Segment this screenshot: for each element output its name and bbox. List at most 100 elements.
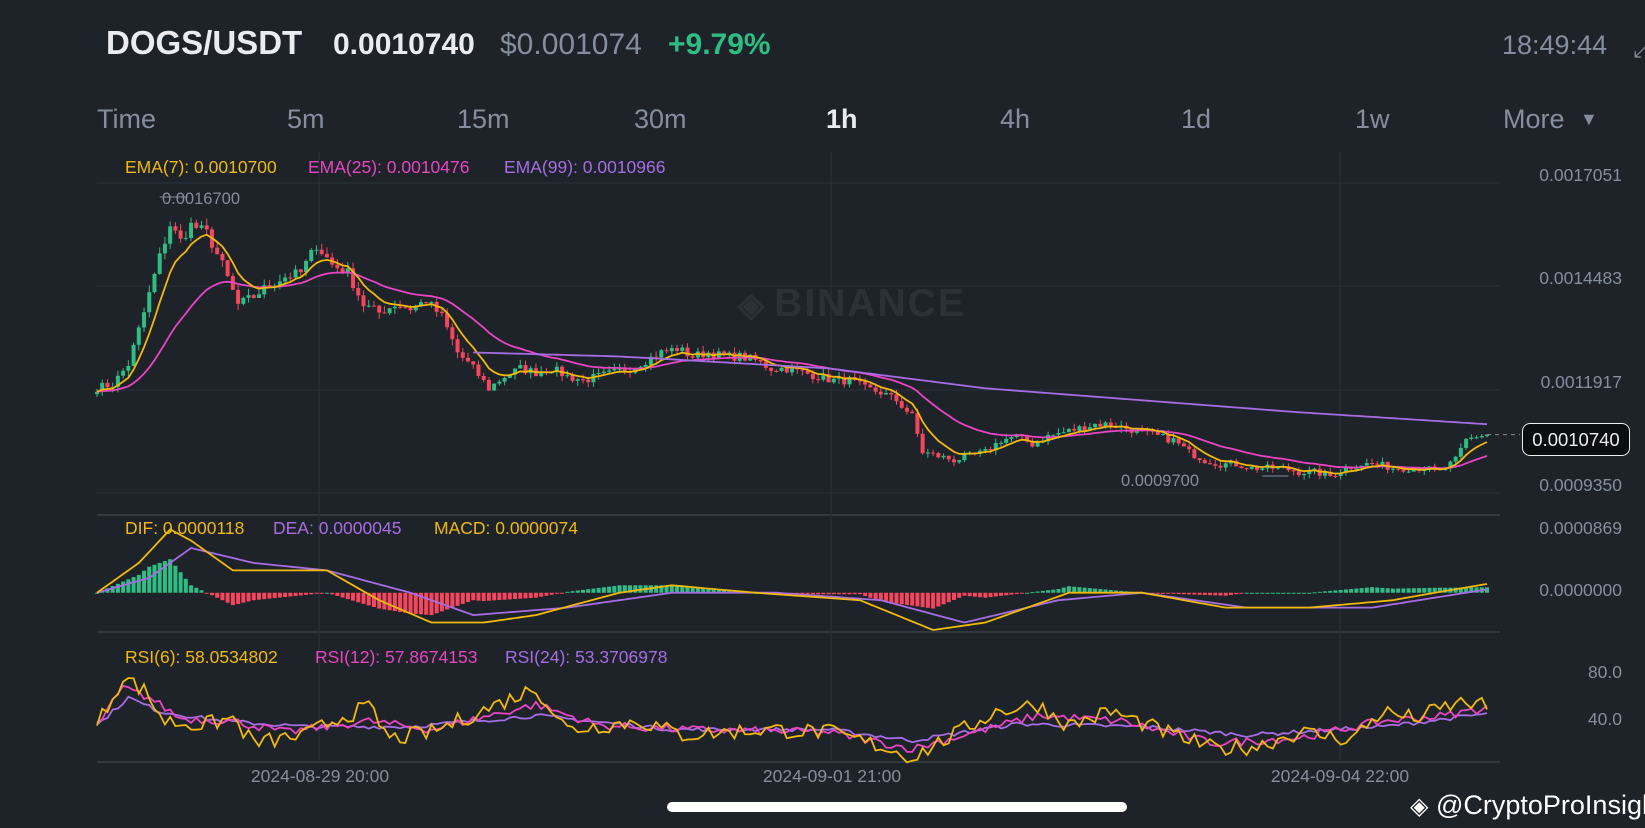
macd-bar (852, 592, 857, 595)
candle-body (565, 375, 570, 377)
macd-bar (173, 565, 178, 593)
candle-body (857, 379, 862, 382)
candle-body (1307, 469, 1312, 474)
candle-body (204, 225, 209, 230)
candle-body (617, 368, 622, 370)
macd-bar (680, 586, 685, 593)
macd-bar (821, 592, 826, 595)
candle-body (591, 374, 596, 383)
macd-bar (675, 585, 680, 593)
macd-bar (1275, 592, 1280, 594)
candle-body (1087, 427, 1092, 431)
macd-bar (1025, 592, 1030, 594)
macd-bar (925, 592, 930, 608)
macd-bar (884, 592, 889, 602)
macd-bar (1406, 588, 1411, 593)
macd-bar (863, 592, 868, 596)
candle-body (162, 243, 167, 254)
macd-bar (225, 592, 230, 603)
candle-body (601, 371, 606, 374)
tab-more[interactable]: More ▼ (1503, 104, 1598, 135)
macd-bar (894, 592, 899, 604)
candle-body (314, 249, 319, 251)
candle-body (1161, 433, 1166, 435)
candle-body (502, 377, 507, 382)
candle-body (413, 305, 418, 311)
macd-bar (1464, 587, 1469, 593)
candle-body (288, 277, 293, 279)
tab-15m[interactable]: 15m (457, 104, 510, 134)
candle-body (570, 375, 575, 381)
macd-bar (507, 592, 512, 600)
macd-bar (633, 585, 638, 593)
candle-body (675, 348, 680, 351)
candle-body (513, 368, 518, 375)
macd-bar (1176, 592, 1181, 595)
candle-body (309, 249, 314, 261)
candle-body (471, 361, 476, 365)
macd-bar (580, 589, 585, 593)
macd-bar (1213, 592, 1218, 596)
macd-bar (554, 592, 559, 594)
tab-5m[interactable]: 5m (287, 104, 325, 134)
macd-bar (586, 589, 591, 593)
tab-time[interactable]: Time (97, 104, 156, 134)
macd-bar (533, 592, 538, 598)
binance-diamond-icon: ◈ (1410, 793, 1429, 820)
macd-bar (842, 592, 847, 595)
tab-1h[interactable]: 1h (826, 104, 858, 134)
macd-bar (1040, 590, 1045, 593)
tab-1d[interactable]: 1d (1181, 104, 1212, 134)
candle-body (1218, 465, 1223, 468)
candle-body (983, 449, 988, 451)
macd-bar (1265, 592, 1270, 594)
rsi-axis-label: 40.0 (1587, 709, 1622, 729)
candle-body (486, 379, 491, 391)
macd-bar (1370, 587, 1375, 593)
date-axis-label: 2024-09-04 22:00 (1270, 766, 1410, 786)
candle-body (873, 387, 878, 392)
macd-bar (455, 592, 460, 606)
macd-bar (293, 592, 298, 596)
macd-bar (220, 592, 225, 601)
macd-bar (1098, 589, 1103, 593)
candle-body (1401, 469, 1406, 472)
candle-body (418, 302, 423, 306)
tab-4h[interactable]: 4h (1000, 104, 1031, 134)
price-axis-label: 0.0009350 (1539, 475, 1622, 495)
home-indicator[interactable] (667, 802, 1127, 812)
candle-body (319, 249, 324, 254)
candle-body (690, 356, 695, 358)
macd-bar (335, 592, 340, 596)
candle-body (936, 453, 941, 458)
macd-bar (398, 592, 403, 612)
macd-bar (560, 592, 565, 594)
expand-arrows-icon[interactable]: ⤢ (1633, 36, 1645, 63)
legend-ema7: EMA(7): 0.0010700 (125, 157, 277, 177)
tab-30m[interactable]: 30m (634, 104, 687, 134)
macd-bar (701, 588, 706, 593)
rsi-axis-label: 80.0 (1587, 662, 1622, 682)
macd-bar (246, 592, 251, 602)
ema25-line (96, 271, 1488, 470)
candle-body (497, 381, 502, 384)
candle-body (324, 253, 329, 258)
macd-bar (988, 592, 993, 598)
macd-bar (382, 592, 387, 610)
macd-bar (972, 592, 977, 597)
macd-bar (1349, 589, 1354, 593)
candle-body (622, 368, 627, 372)
candle-body (267, 285, 272, 287)
date-axis-label: 2024-08-29 20:00 (250, 766, 390, 786)
candle-body (878, 391, 883, 395)
candle-body (842, 376, 847, 385)
candle-body (466, 357, 471, 362)
pair-name[interactable]: DOGS/USDT (106, 24, 303, 61)
candle-body (392, 306, 397, 309)
tab-1w[interactable]: 1w (1355, 104, 1390, 134)
tab-more-label: More (1503, 104, 1565, 134)
candle-body (758, 359, 763, 362)
macd-bar (157, 562, 162, 593)
macd-bar (251, 592, 256, 601)
